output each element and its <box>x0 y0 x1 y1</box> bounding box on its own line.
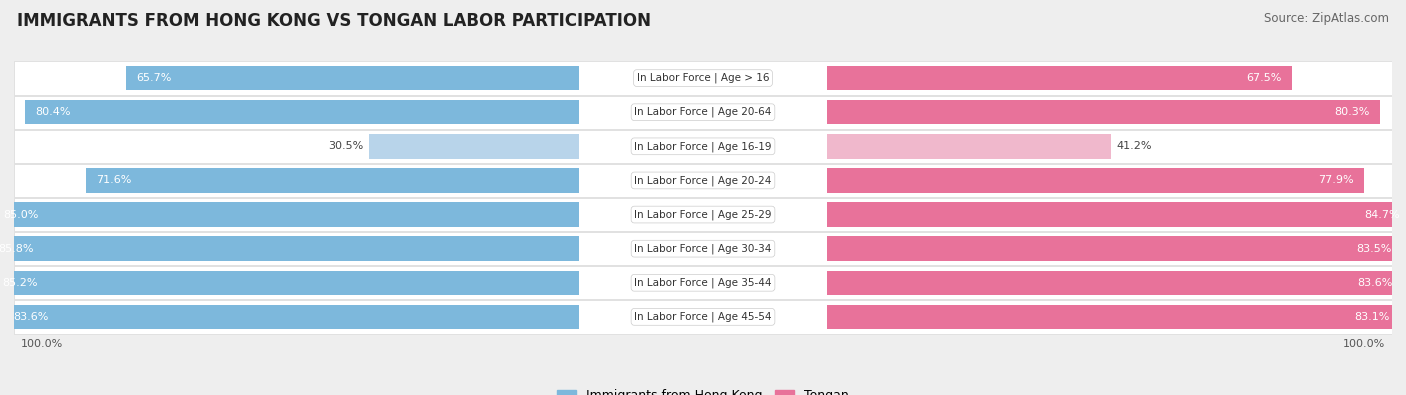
Bar <box>0 236 579 261</box>
Text: 84.7%: 84.7% <box>1365 210 1400 220</box>
Bar <box>827 66 1292 90</box>
Text: 80.4%: 80.4% <box>35 107 70 117</box>
Bar <box>25 100 579 124</box>
Bar <box>827 236 1402 261</box>
Text: IMMIGRANTS FROM HONG KONG VS TONGAN LABOR PARTICIPATION: IMMIGRANTS FROM HONG KONG VS TONGAN LABO… <box>17 12 651 30</box>
Text: 77.9%: 77.9% <box>1317 175 1354 185</box>
Bar <box>827 305 1399 329</box>
Text: In Labor Force | Age 25-29: In Labor Force | Age 25-29 <box>634 209 772 220</box>
Text: 41.2%: 41.2% <box>1116 141 1152 151</box>
Text: In Labor Force | Age 20-64: In Labor Force | Age 20-64 <box>634 107 772 117</box>
Bar <box>14 198 1392 231</box>
Text: Source: ZipAtlas.com: Source: ZipAtlas.com <box>1264 12 1389 25</box>
Bar <box>827 202 1406 227</box>
Text: 83.1%: 83.1% <box>1354 312 1389 322</box>
Bar <box>827 100 1381 124</box>
Text: 83.5%: 83.5% <box>1357 244 1392 254</box>
Bar <box>14 130 1392 163</box>
Bar <box>14 232 1392 265</box>
Bar <box>3 305 579 329</box>
Text: In Labor Force | Age 45-54: In Labor Force | Age 45-54 <box>634 312 772 322</box>
Text: 100.0%: 100.0% <box>1343 339 1385 348</box>
Text: 71.6%: 71.6% <box>96 175 131 185</box>
Bar <box>14 164 1392 197</box>
Bar <box>86 168 579 193</box>
Bar <box>14 96 1392 129</box>
Text: 85.2%: 85.2% <box>3 278 38 288</box>
Bar <box>14 61 1392 95</box>
Bar <box>0 202 579 227</box>
Text: 80.3%: 80.3% <box>1334 107 1369 117</box>
Text: 67.5%: 67.5% <box>1246 73 1282 83</box>
Text: 65.7%: 65.7% <box>136 73 172 83</box>
Bar <box>0 271 579 295</box>
Legend: Immigrants from Hong Kong, Tongan: Immigrants from Hong Kong, Tongan <box>553 384 853 395</box>
Bar <box>14 266 1392 299</box>
Text: In Labor Force | Age 35-44: In Labor Force | Age 35-44 <box>634 278 772 288</box>
Bar <box>127 66 579 90</box>
Bar <box>827 134 1111 159</box>
Text: 85.8%: 85.8% <box>0 244 34 254</box>
Text: 100.0%: 100.0% <box>21 339 63 348</box>
Text: 85.0%: 85.0% <box>4 210 39 220</box>
Text: In Labor Force | Age 20-24: In Labor Force | Age 20-24 <box>634 175 772 186</box>
Text: In Labor Force | Age 16-19: In Labor Force | Age 16-19 <box>634 141 772 152</box>
Bar <box>827 168 1364 193</box>
Bar <box>14 300 1392 334</box>
Text: 83.6%: 83.6% <box>14 312 49 322</box>
Text: In Labor Force | Age 30-34: In Labor Force | Age 30-34 <box>634 243 772 254</box>
Text: 30.5%: 30.5% <box>328 141 363 151</box>
Text: In Labor Force | Age > 16: In Labor Force | Age > 16 <box>637 73 769 83</box>
Bar <box>827 271 1403 295</box>
Bar <box>368 134 579 159</box>
Text: 83.6%: 83.6% <box>1357 278 1392 288</box>
